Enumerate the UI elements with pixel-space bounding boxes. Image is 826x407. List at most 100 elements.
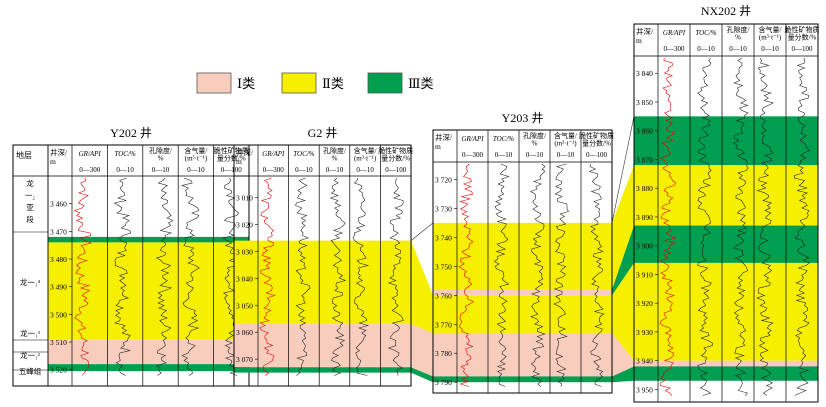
header-curve-name: GR/API — [461, 135, 484, 143]
strata-label: 龙一₁⁴ — [20, 277, 41, 287]
header-curve-name: 量分数/% — [788, 33, 817, 42]
depth-tick-label: 3 780 — [435, 349, 452, 358]
log-curve — [793, 57, 811, 396]
facies-interval — [634, 225, 818, 263]
depth-tick-label: 3 730 — [435, 204, 452, 213]
depth-tick-label: 3 860 — [636, 127, 653, 136]
depth-tick-label: 3 880 — [636, 184, 653, 193]
header-curve-name: 孔隙度/ — [323, 146, 346, 155]
header-curve-name: % — [332, 155, 338, 163]
log-curve — [659, 57, 677, 396]
depth-tick-label: 3 850 — [636, 98, 653, 107]
depth-tick-label: 3 720 — [435, 175, 452, 184]
strata-label: 段 — [26, 214, 34, 224]
header-curve-name: (m³·t⁻¹) — [759, 34, 782, 42]
depth-tick-label: 3 490 — [50, 283, 67, 292]
log-curve — [493, 163, 510, 387]
strata-label: 龙 — [26, 178, 34, 188]
header-curve-name: 含气量/ — [554, 131, 577, 140]
header-scale: 0—10 — [729, 45, 747, 53]
connector-band — [612, 332, 634, 377]
facies-interval — [433, 289, 612, 296]
depth-tick-label: 3 910 — [636, 270, 653, 279]
facies-interval — [634, 165, 818, 226]
connector-line — [410, 222, 434, 241]
header-curve-name: 量分数/% — [217, 154, 246, 163]
header-curve-name: (m³·t⁻¹) — [185, 155, 208, 163]
facies-interval — [634, 262, 818, 361]
connector-band — [612, 225, 634, 296]
header-curve-name: % — [532, 140, 538, 148]
header-scale: 0—10 — [557, 151, 575, 159]
header-curve-name: 孔隙度/ — [727, 25, 750, 34]
legend: Ⅰ类 Ⅱ类 Ⅲ类 — [196, 72, 434, 94]
log-curve — [553, 163, 569, 387]
depth-tick-label: 3 870 — [636, 155, 653, 164]
well-name: Y203 井 — [502, 111, 544, 125]
header-scale: 0—10 — [761, 45, 779, 53]
connector-band — [612, 165, 634, 290]
facies-interval — [433, 376, 612, 383]
log-curve — [458, 163, 474, 387]
header-scale: 0—100 — [586, 151, 608, 159]
facies-interval — [48, 339, 249, 365]
header-scale: 0—10 — [152, 166, 170, 174]
connector-band — [411, 240, 433, 333]
header-scale: 0—10 — [326, 166, 344, 174]
header-scale: 0—100 — [792, 45, 814, 53]
header-depth: m — [636, 36, 642, 45]
log-curve — [259, 177, 276, 376]
header-curve-name: TOC/% — [114, 150, 135, 158]
depth-tick-label: 3 070 — [236, 355, 253, 364]
log-curve — [588, 163, 605, 387]
depth-tick-label: 3 020 — [236, 220, 253, 229]
strata-label: 龙一₁² — [20, 350, 41, 360]
header-scale: 0—10 — [356, 166, 374, 174]
log-curve — [352, 177, 370, 376]
facies-interval — [48, 236, 249, 243]
header-curve-name: % — [158, 155, 164, 163]
well-0: Y202 井地层 井深/m GR/API 0—300 TOC/% 0—10 孔隙度/% 0—1… — [12, 126, 250, 387]
depth-tick-label: 3 900 — [636, 242, 653, 251]
connector-band — [411, 367, 433, 383]
header-curve-name: 脆性矿物质 — [214, 146, 249, 155]
log-curve — [180, 177, 200, 376]
log-curve — [756, 57, 774, 396]
correlation-connectors — [233, 116, 635, 383]
depth-tick-label: 3 740 — [435, 233, 452, 242]
header-scale: 0—10 — [116, 166, 134, 174]
depth-tick-label: 3 520 — [50, 366, 67, 375]
header-curve-name: 孔隙度/ — [149, 146, 172, 155]
log-curve — [329, 177, 347, 376]
strata-label: 一₂ — [25, 191, 35, 200]
legend-label: Ⅱ类 — [322, 76, 344, 91]
depth-tick-label: 3 050 — [236, 301, 253, 310]
facies-interval — [433, 332, 612, 377]
header-depth: m — [50, 157, 56, 166]
strata-label: 龙一₁³ — [20, 328, 41, 338]
depth-tick-label: 3 930 — [636, 328, 653, 337]
facies-interval — [234, 367, 411, 373]
header-curve-name: TOC/% — [695, 29, 716, 37]
wells: Y202 井地层 井深/m GR/API 0—300 TOC/% 0—10 孔隙度/% 0—1… — [12, 4, 820, 403]
header-curve-name: GR/API — [262, 150, 285, 158]
depth-tick-label: 3 040 — [236, 274, 253, 283]
header-curve-name: TOC/% — [293, 150, 314, 158]
header-curve-name: 脆性矿物质 — [579, 131, 614, 140]
header-scale: 0—300 — [79, 166, 101, 174]
header-scale: 0—10 — [526, 151, 544, 159]
depth-tick-label: 3 460 — [50, 200, 67, 209]
header-curve-name: (m³·t⁻¹) — [554, 140, 577, 148]
legend-swatch — [367, 72, 403, 94]
connector-band — [411, 324, 433, 377]
header-scale: 0—300 — [263, 166, 285, 174]
depth-tick-label: 3 750 — [435, 262, 452, 271]
depth-tick-label: 3 940 — [636, 357, 653, 366]
header-curve-name: 含气量/ — [759, 25, 782, 34]
legend-label: Ⅲ类 — [408, 76, 434, 91]
header-depth: 井深/ — [636, 26, 654, 36]
depth-tick-label: 3 840 — [636, 69, 653, 78]
depth-tick-label: 3 470 — [50, 227, 67, 236]
log-curve — [155, 177, 174, 376]
